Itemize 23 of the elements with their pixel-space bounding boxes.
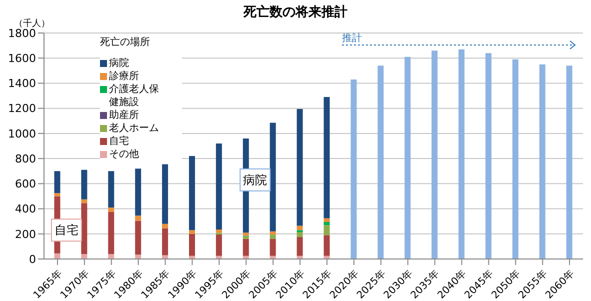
y-tick-label: 0 <box>29 252 36 266</box>
annotation: 自宅 <box>54 223 78 238</box>
legend-label: 老人ホーム <box>109 122 160 135</box>
y-tick-label: 400 <box>15 202 36 216</box>
legend-label: 助産所 <box>109 109 140 122</box>
legend-label: 診療所 <box>109 70 140 83</box>
annotation: 推計 <box>342 32 362 44</box>
y-tick-label: 800 <box>15 152 36 166</box>
chart-title: 死亡数の将来推計 <box>244 5 348 20</box>
y-axis-title: （千人） <box>14 18 50 29</box>
y-tick-label: 1400 <box>8 77 36 90</box>
annotation: 病院 <box>243 172 268 187</box>
legend-title: 死亡の場所 <box>100 36 151 49</box>
legend-label: 病院 <box>109 57 130 70</box>
y-tick-label: 200 <box>15 228 36 241</box>
y-tick-label: 1200 <box>8 102 36 116</box>
y-tick-label: 1600 <box>8 52 36 66</box>
y-tick-label: 1800 <box>8 26 36 40</box>
y-tick-label: 600 <box>15 178 36 191</box>
legend-label: 介護老人保健施設 <box>109 83 160 109</box>
legend-label: 自宅 <box>109 135 130 148</box>
y-tick-label: 1000 <box>8 127 36 140</box>
legend-label: その他 <box>109 148 140 161</box>
